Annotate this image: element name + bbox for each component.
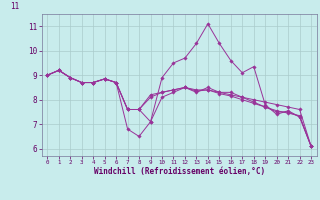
X-axis label: Windchill (Refroidissement éolien,°C): Windchill (Refroidissement éolien,°C)	[94, 167, 265, 176]
Text: 11: 11	[10, 2, 19, 11]
